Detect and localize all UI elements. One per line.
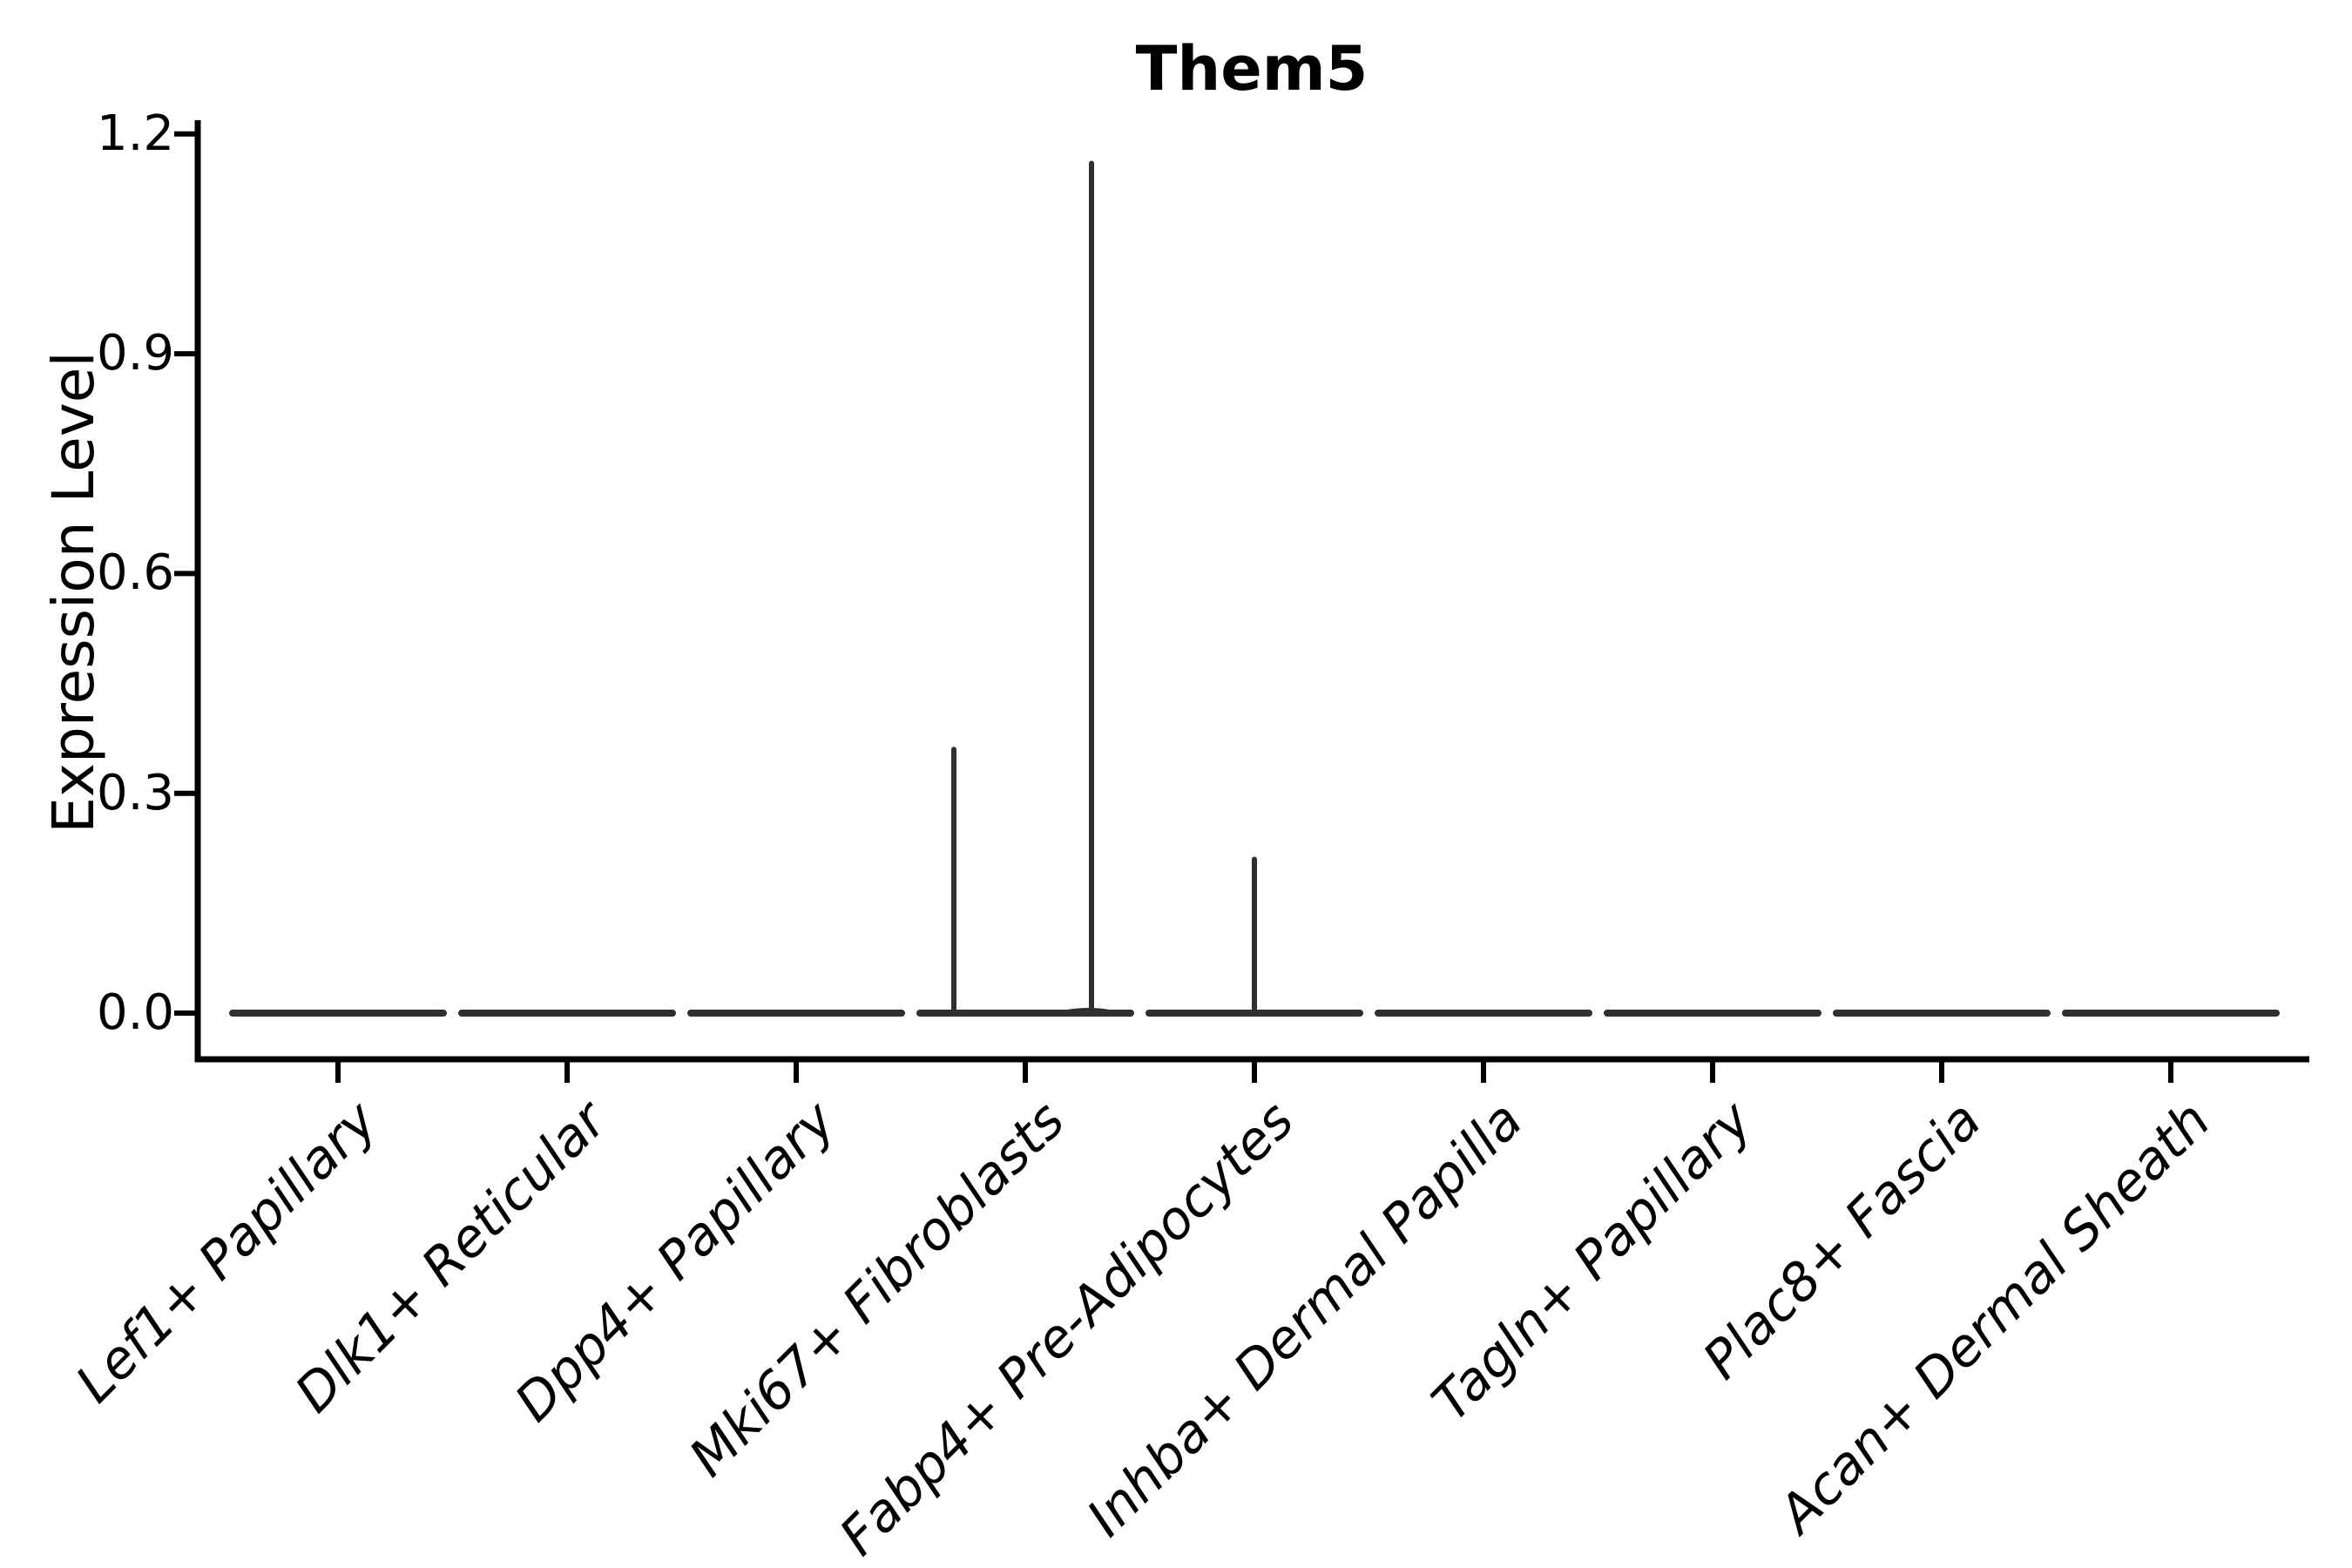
chart-title: Them5: [1135, 33, 1369, 105]
y-tick-label: 0.9: [96, 325, 174, 382]
y-tick-label: 0.6: [96, 544, 174, 602]
y-tick-label: 0.3: [96, 764, 174, 821]
y-tick-label: 0.0: [96, 984, 174, 1041]
y-tick-label: 1.2: [96, 105, 174, 162]
